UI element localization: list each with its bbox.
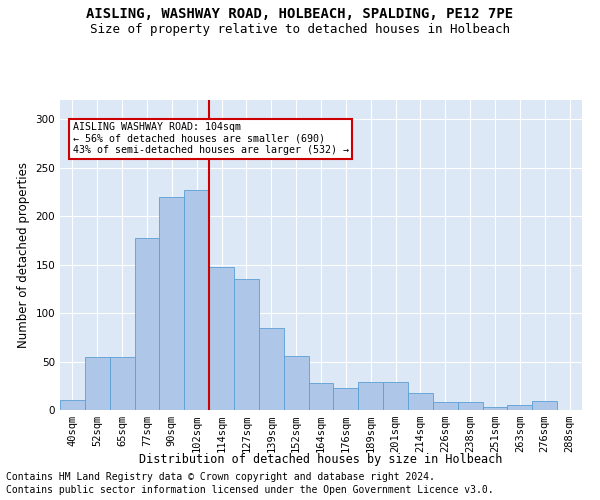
Text: Contains public sector information licensed under the Open Government Licence v3: Contains public sector information licen… (6, 485, 494, 495)
Bar (383, 382, 408, 410)
Bar (85, 356, 110, 410)
Bar (308, 383, 334, 410)
Text: AISLING, WASHWAY ROAD, HOLBEACH, SPALDING, PE12 7PE: AISLING, WASHWAY ROAD, HOLBEACH, SPALDIN… (86, 8, 514, 22)
Bar (532, 402, 557, 410)
Bar (508, 405, 532, 410)
Bar (408, 392, 433, 410)
Text: Distribution of detached houses by size in Holbeach: Distribution of detached houses by size … (139, 452, 503, 466)
Bar (234, 279, 259, 410)
Bar (482, 407, 508, 410)
Bar (60, 400, 85, 410)
Bar (110, 356, 134, 410)
Bar (160, 197, 184, 410)
Bar (358, 382, 383, 410)
Bar (134, 238, 160, 410)
Bar (184, 190, 209, 410)
Bar (209, 266, 234, 410)
Bar (259, 328, 284, 410)
Bar (433, 402, 458, 410)
Text: Size of property relative to detached houses in Holbeach: Size of property relative to detached ho… (90, 22, 510, 36)
Text: AISLING WASHWAY ROAD: 104sqm
← 56% of detached houses are smaller (690)
43% of s: AISLING WASHWAY ROAD: 104sqm ← 56% of de… (73, 122, 349, 156)
Bar (458, 402, 482, 410)
Y-axis label: Number of detached properties: Number of detached properties (17, 162, 30, 348)
Bar (334, 388, 358, 410)
Bar (284, 356, 308, 410)
Text: Contains HM Land Registry data © Crown copyright and database right 2024.: Contains HM Land Registry data © Crown c… (6, 472, 435, 482)
